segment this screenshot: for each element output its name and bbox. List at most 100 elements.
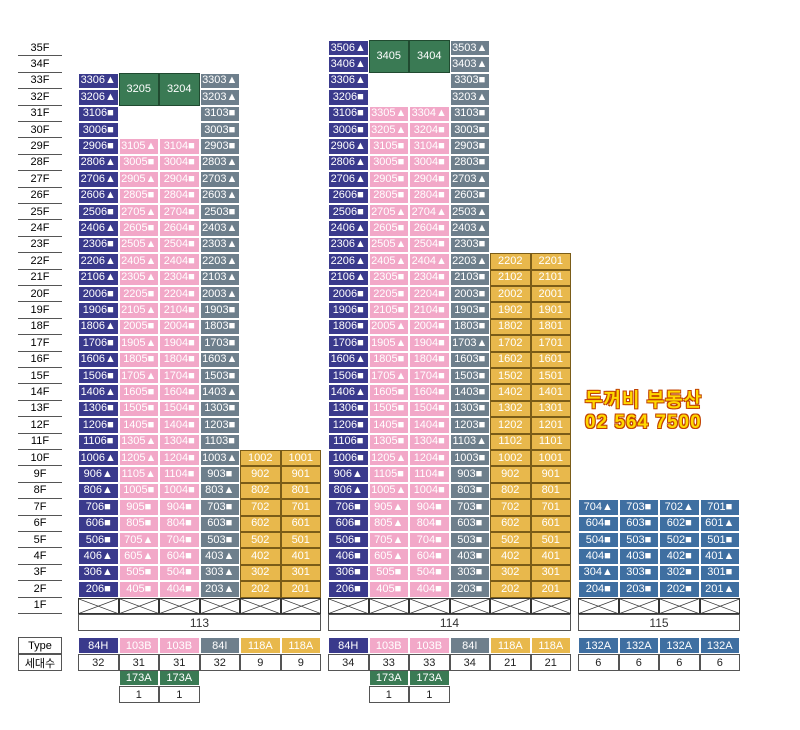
unit-cell[interactable]: 1602 [490, 351, 531, 368]
unit-cell[interactable]: 301 [530, 564, 571, 582]
unit-cell[interactable]: 704■ [409, 532, 450, 549]
unit-cell[interactable]: 301 [280, 564, 321, 582]
unit-cell[interactable]: 1903■ [449, 302, 490, 319]
unit-cell[interactable]: 202 [490, 581, 531, 598]
unit-cell[interactable]: 3103■ [449, 105, 490, 122]
unit-cell[interactable]: 506■ [78, 532, 119, 549]
unit-cell[interactable]: 2904■ [409, 171, 450, 188]
unit-cell[interactable]: 203■ [618, 581, 659, 598]
unit-cell[interactable]: 503■ [618, 532, 659, 549]
unit-cell[interactable]: 604■ [159, 548, 200, 565]
unit-cell[interactable]: 3303▲ [199, 72, 240, 90]
unit-cell[interactable]: 3206▲ [78, 89, 119, 106]
unit-cell[interactable]: 1303■ [199, 400, 240, 418]
unit-cell[interactable]: 2406▲ [78, 220, 119, 237]
unit-cell[interactable]: 2504■ [409, 236, 450, 254]
unit-cell[interactable]: 2006■ [328, 286, 369, 303]
unit-cell[interactable]: 604■ [578, 515, 619, 532]
unit-cell[interactable]: 1302 [490, 400, 531, 418]
unit-cell[interactable]: 203▲ [199, 581, 240, 598]
unit-cell[interactable]: 2903■ [449, 138, 490, 155]
unit-cell[interactable]: 2704▲ [409, 204, 450, 221]
unit-cell[interactable]: 201▲ [699, 581, 740, 598]
penthouse-cell[interactable]: 3205 [118, 72, 159, 106]
unit-cell[interactable]: 404■ [159, 581, 200, 598]
unit-cell[interactable]: 2101 [530, 269, 571, 286]
unit-cell[interactable]: 1102 [490, 433, 531, 450]
unit-cell[interactable]: 1003■ [449, 450, 490, 467]
unit-cell[interactable]: 804■ [159, 515, 200, 532]
unit-cell[interactable]: 3105▲ [118, 138, 159, 155]
unit-cell[interactable]: 206■ [328, 581, 369, 598]
unit-cell[interactable]: 2205■ [118, 286, 159, 303]
unit-cell[interactable]: 2104■ [409, 302, 450, 319]
unit-cell[interactable]: 1402 [490, 384, 531, 401]
unit-cell[interactable]: 1704■ [159, 368, 200, 385]
unit-cell[interactable]: 506■ [328, 532, 369, 549]
unit-cell[interactable]: 405■ [118, 581, 159, 598]
unit-cell[interactable]: 804■ [409, 515, 450, 532]
unit-cell[interactable]: 1003▲ [199, 450, 240, 467]
unit-cell[interactable]: 2805■ [368, 187, 409, 204]
unit-cell[interactable]: 3004■ [159, 154, 200, 172]
unit-cell[interactable]: 1301 [530, 400, 571, 418]
unit-cell[interactable]: 3203▲ [449, 89, 490, 106]
unit-cell[interactable]: 2605■ [368, 220, 409, 237]
unit-cell[interactable]: 1006▲ [78, 450, 119, 467]
unit-cell[interactable]: 2105▲ [118, 302, 159, 319]
unit-cell[interactable]: 906▲ [328, 466, 369, 483]
unit-cell[interactable]: 604■ [409, 548, 450, 565]
unit-cell[interactable]: 404■ [578, 548, 619, 565]
unit-cell[interactable]: 606■ [328, 515, 369, 532]
unit-cell[interactable]: 2203▲ [199, 253, 240, 270]
unit-cell[interactable]: 2204■ [409, 286, 450, 303]
unit-cell[interactable]: 2604■ [159, 220, 200, 237]
unit-cell[interactable]: 1506■ [78, 368, 119, 385]
unit-cell[interactable]: 2803▲ [199, 154, 240, 172]
unit-cell[interactable]: 2304■ [159, 269, 200, 286]
unit-cell[interactable]: 1005▲ [368, 482, 409, 500]
unit-cell[interactable]: 1505■ [368, 400, 409, 418]
unit-cell[interactable]: 2805■ [118, 187, 159, 204]
unit-cell[interactable]: 2006■ [78, 286, 119, 303]
unit-cell[interactable]: 1604■ [409, 384, 450, 401]
unit-cell[interactable]: 201 [530, 581, 571, 598]
unit-cell[interactable]: 403■ [618, 548, 659, 565]
unit-cell[interactable]: 1703▲ [449, 335, 490, 352]
unit-cell[interactable]: 705▲ [118, 532, 159, 549]
unit-cell[interactable]: 2806▲ [78, 154, 119, 172]
unit-cell[interactable]: 1605■ [368, 384, 409, 401]
unit-cell[interactable]: 903■ [199, 466, 240, 483]
unit-cell[interactable]: 1705▲ [368, 368, 409, 385]
unit-cell[interactable]: 201 [280, 581, 321, 598]
unit-cell[interactable]: 2205■ [368, 286, 409, 303]
unit-cell[interactable]: 701 [280, 499, 321, 516]
unit-cell[interactable]: 1104■ [409, 466, 450, 483]
unit-cell[interactable]: 303■ [449, 564, 490, 582]
unit-cell[interactable]: 502■ [659, 532, 700, 549]
unit-cell[interactable]: 1904■ [159, 335, 200, 352]
unit-cell[interactable]: 1702 [490, 335, 531, 352]
unit-cell[interactable]: 1503■ [449, 368, 490, 385]
unit-cell[interactable]: 2206▲ [78, 253, 119, 270]
unit-cell[interactable]: 905■ [118, 499, 159, 516]
unit-cell[interactable]: 203■ [449, 581, 490, 598]
unit-cell[interactable]: 801 [280, 482, 321, 500]
unit-cell[interactable]: 1905▲ [118, 335, 159, 352]
unit-cell[interactable]: 2206▲ [328, 253, 369, 270]
unit-cell[interactable]: 1204■ [159, 450, 200, 467]
unit-cell[interactable]: 1105■ [368, 466, 409, 483]
unit-cell[interactable]: 2306■ [78, 236, 119, 254]
unit-cell[interactable]: 1502 [490, 368, 531, 385]
unit-cell[interactable]: 502 [490, 532, 531, 549]
unit-cell[interactable]: 206■ [78, 581, 119, 598]
unit-cell[interactable]: 1103■ [199, 433, 240, 450]
unit-cell[interactable]: 2106▲ [328, 269, 369, 286]
unit-cell[interactable]: 2105■ [368, 302, 409, 319]
unit-cell[interactable]: 2705▲ [118, 204, 159, 221]
unit-cell[interactable]: 1101 [530, 433, 571, 450]
unit-cell[interactable]: 602■ [659, 515, 700, 532]
unit-cell[interactable]: 3003■ [449, 122, 490, 139]
unit-cell[interactable]: 702▲ [659, 499, 700, 516]
unit-cell[interactable]: 404■ [409, 581, 450, 598]
